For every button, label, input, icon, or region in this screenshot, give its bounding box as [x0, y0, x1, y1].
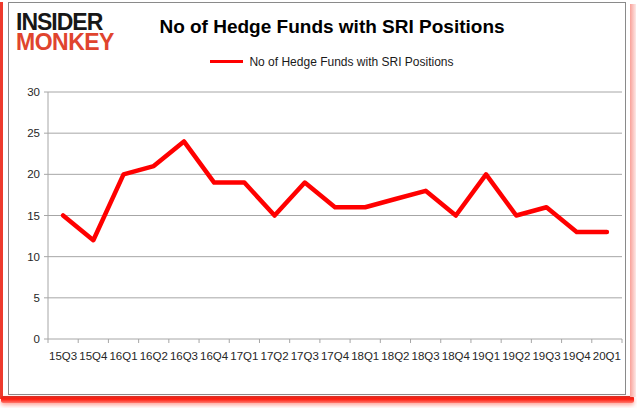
y-axis-tick-label: 5	[34, 292, 40, 304]
x-axis-tick-label: 18Q4	[442, 350, 471, 362]
y-axis-tick-label: 0	[34, 333, 40, 345]
insider-monkey-logo: INSIDER MONKEY	[16, 12, 114, 52]
highlight-border-right	[630, 4, 636, 397]
y-axis-tick-label: 25	[27, 127, 40, 139]
highlight-border-bottom	[1, 396, 634, 403]
y-axis-tick-label: 15	[27, 210, 40, 222]
x-axis-tick-label: 19Q4	[563, 350, 592, 362]
legend-line-swatch	[210, 60, 243, 63]
x-axis-tick-label: 20Q1	[593, 350, 621, 362]
chart-title: No of Hedge Funds with SRI Positions	[119, 16, 545, 38]
logo-monkey-text: MONKEY	[16, 32, 114, 52]
legend-label: No of Hedge Funds with SRI Positions	[249, 55, 453, 69]
x-axis-tick-label: 17Q1	[230, 350, 258, 362]
screenshot-root: 0 5 10 15 20 25 30 15Q315Q416Q116Q216Q316Q417Q1…	[0, 0, 637, 408]
x-axis-tick-label: 19Q2	[502, 350, 530, 362]
y-axis-tick-label: 30	[27, 86, 40, 98]
x-axis-tick-label: 19Q1	[472, 350, 500, 362]
highlight-border-left	[0, 2, 3, 399]
x-axis-tick-label: 15Q4	[79, 350, 108, 362]
x-axis-tick-label: 16Q4	[200, 350, 229, 362]
x-axis-tick-label: 16Q2	[140, 350, 168, 362]
x-axis-tick-label: 17Q4	[321, 350, 350, 362]
x-axis-tick-label: 16Q3	[170, 350, 198, 362]
x-axis-tick-label: 17Q2	[261, 350, 289, 362]
x-axis-tick-label: 17Q3	[291, 350, 319, 362]
y-axis-tick-label: 20	[27, 168, 40, 180]
x-axis-tick-label: 18Q1	[351, 350, 379, 362]
legend: No of Hedge Funds with SRI Positions	[119, 55, 545, 69]
x-axis-tick-label: 18Q3	[412, 350, 440, 362]
x-axis-tick-label: 15Q3	[49, 350, 77, 362]
data-series-line	[63, 141, 607, 240]
chart-panel: 0 5 10 15 20 25 30 15Q315Q416Q116Q216Q316Q417Q1…	[8, 2, 626, 395]
x-axis-tick-label: 19Q3	[532, 350, 560, 362]
x-axis-tick-label: 16Q1	[109, 350, 137, 362]
x-axis-tick-label: 18Q2	[381, 350, 409, 362]
y-axis-tick-label: 10	[27, 251, 40, 263]
